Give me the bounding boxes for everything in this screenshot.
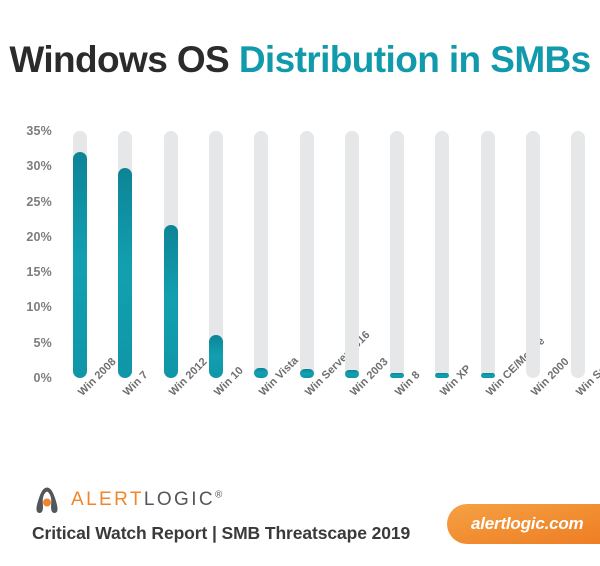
website-button-label: alertlogic.com [471, 514, 584, 533]
bar-track [390, 131, 405, 378]
plot-area: 0% 5% 10% 15% 20% 25% 30% 35% Win 2008 Win 7 Win 2… [26, 118, 600, 398]
bar-fill [435, 373, 450, 378]
page-title-primary: Windows OS [9, 39, 230, 80]
bar-fill [344, 370, 359, 378]
bar-slot[interactable] [435, 131, 450, 378]
bar-fill [480, 373, 495, 378]
y-axis-tick: 35% [26, 124, 52, 138]
y-axis-tick: 5% [33, 335, 52, 350]
website-button[interactable]: alertlogic.com [447, 504, 600, 544]
footer: ALERTLOGIC® Critical Watch Report | SMB … [0, 478, 600, 566]
bar-slot[interactable] [73, 131, 87, 378]
bar-track [299, 131, 314, 378]
bar-slot[interactable] [163, 131, 178, 378]
bar-fill [163, 224, 178, 378]
page-title: Windows OS Distribution in SMBs [0, 38, 600, 82]
brand-wordmark: ALERTLOGIC® [71, 489, 225, 511]
bar-slot[interactable] [208, 131, 223, 378]
brand-logo: ALERTLOGIC® [32, 486, 225, 514]
y-axis-tick: 10% [26, 300, 52, 315]
bar-track [254, 131, 269, 378]
bar-track [480, 131, 495, 378]
bar-slot[interactable] [571, 131, 586, 378]
bar-track [526, 131, 540, 378]
registered-mark-icon: ® [215, 489, 225, 501]
bar-slot[interactable] [480, 131, 495, 378]
bar-track [344, 131, 359, 378]
y-axis-tick: 20% [26, 229, 52, 244]
bar-track [208, 131, 223, 378]
bar-fill [73, 152, 87, 378]
bar-slot[interactable] [390, 131, 405, 378]
bar-fill [118, 167, 133, 378]
bar-fill [390, 373, 405, 378]
bar-slot[interactable] [254, 131, 269, 378]
bar-track [435, 131, 450, 378]
alert-logic-a-mark-icon [32, 486, 62, 514]
bar-slot[interactable] [299, 131, 314, 378]
page-title-accent: Distribution in SMBs [238, 39, 591, 80]
bar-chart: 0% 5% 10% 15% 20% 25% 30% 35% Win 2008 Win 7 Win 2… [0, 104, 600, 398]
bar-slot[interactable] [344, 131, 359, 378]
bar-fill [208, 334, 223, 378]
bar-fill [299, 368, 314, 378]
report-tagline: Critical Watch Report | SMB Threatscape … [32, 523, 411, 543]
y-axis-tick: 0% [33, 371, 52, 385]
bar-slot[interactable] [526, 131, 540, 378]
y-axis-tick: 25% [26, 194, 52, 209]
brand-wordmark-alert: ALERT [71, 489, 144, 510]
y-axis-tick: 15% [26, 265, 52, 280]
bar-fill [254, 368, 269, 378]
y-axis-tick: 30% [26, 159, 52, 174]
bar-slot[interactable] [118, 131, 133, 378]
brand-wordmark-logic: LOGIC [143, 489, 216, 510]
bar-track [571, 131, 586, 378]
